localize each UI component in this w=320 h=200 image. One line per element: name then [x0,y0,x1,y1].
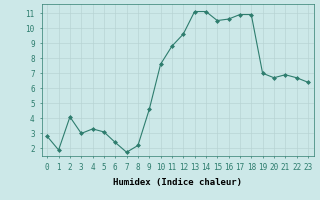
X-axis label: Humidex (Indice chaleur): Humidex (Indice chaleur) [113,178,242,186]
